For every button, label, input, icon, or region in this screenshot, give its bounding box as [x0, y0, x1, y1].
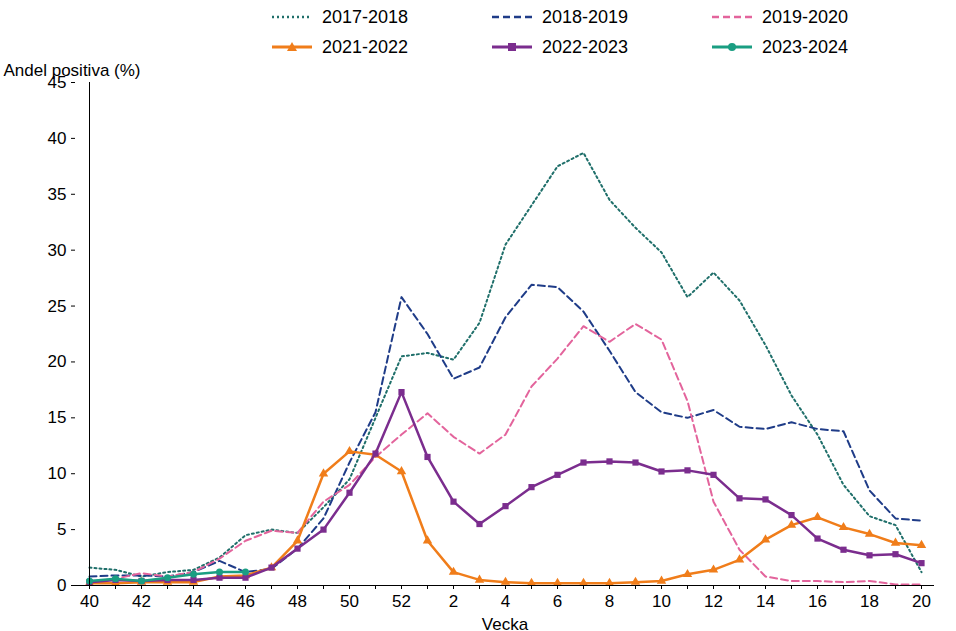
svg-text:15: 15 [48, 408, 67, 427]
svg-text:4: 4 [501, 592, 510, 611]
svg-text:5: 5 [57, 520, 66, 539]
svg-text:0: 0 [57, 576, 66, 595]
html-text:2021-2022: 2021-2022 [322, 36, 409, 57]
svg-text:12: 12 [704, 592, 723, 611]
svg-text:6: 6 [553, 592, 562, 611]
html-text:2018-2019: 2018-2019 [542, 6, 629, 27]
svg-text:10: 10 [652, 592, 671, 611]
svg-text:45: 45 [47, 72, 67, 92]
html-text:2019-2020: 2019-2020 [762, 6, 849, 27]
svg-text:10: 10 [48, 464, 67, 483]
svg-text:20: 20 [912, 592, 931, 611]
svg-text:46: 46 [236, 592, 255, 611]
svg-text:Andel positiva (%): Andel positiva (%) [4, 61, 141, 80]
html-text:2017-2018: 2017-2018 [322, 6, 409, 27]
html-text:2023-2024: 2023-2024 [762, 36, 849, 57]
svg-text:35: 35 [48, 185, 67, 204]
svg-text:48: 48 [288, 592, 307, 611]
svg-text:40: 40 [48, 129, 67, 148]
svg-text:25: 25 [48, 296, 67, 315]
svg-text:42: 42 [132, 592, 151, 611]
svg-text:30: 30 [48, 241, 67, 260]
svg-text:20: 20 [48, 352, 67, 371]
svg-text:50: 50 [340, 592, 359, 611]
svg-text:16: 16 [808, 592, 827, 611]
svg-text:8: 8 [605, 592, 614, 611]
svg-text:18: 18 [860, 592, 879, 611]
svg-text:Vecka: Vecka [482, 615, 529, 631]
svg-text:52: 52 [392, 592, 411, 611]
html-text:2022-2023: 2022-2023 [542, 36, 629, 57]
svg-text:2: 2 [449, 592, 458, 611]
svg-text:44: 44 [184, 592, 203, 611]
svg-text:14: 14 [756, 592, 775, 611]
svg-text:40: 40 [80, 592, 99, 611]
